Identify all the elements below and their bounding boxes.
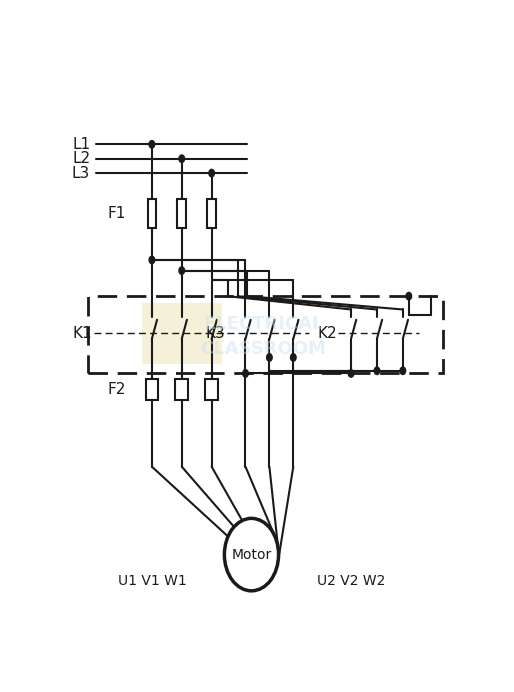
Bar xyxy=(148,199,156,228)
Circle shape xyxy=(290,354,296,361)
Text: L1: L1 xyxy=(72,137,90,152)
Bar xyxy=(205,379,218,399)
FancyBboxPatch shape xyxy=(142,302,222,365)
Circle shape xyxy=(348,370,354,377)
Circle shape xyxy=(267,354,272,361)
Bar xyxy=(207,199,216,228)
Circle shape xyxy=(243,370,248,377)
Text: U2 V2 W2: U2 V2 W2 xyxy=(317,574,386,588)
Circle shape xyxy=(406,293,412,300)
Circle shape xyxy=(179,155,185,163)
Text: Motor: Motor xyxy=(231,547,271,562)
Circle shape xyxy=(209,170,214,177)
Text: F1: F1 xyxy=(107,206,126,221)
Circle shape xyxy=(400,367,406,374)
Text: K3: K3 xyxy=(206,326,226,341)
Text: L3: L3 xyxy=(72,165,90,181)
Circle shape xyxy=(374,367,380,374)
Text: U1 V1 W1: U1 V1 W1 xyxy=(118,574,186,588)
Circle shape xyxy=(149,256,155,264)
Bar xyxy=(175,379,188,399)
Circle shape xyxy=(149,140,155,148)
Text: K1: K1 xyxy=(72,326,92,341)
Text: L2: L2 xyxy=(72,152,90,166)
Bar xyxy=(88,296,443,374)
Text: K2: K2 xyxy=(318,326,337,341)
Bar xyxy=(145,379,158,399)
Text: F2: F2 xyxy=(107,382,126,397)
Bar xyxy=(177,199,186,228)
Text: ELECTRICAL
CLASSROOM: ELECTRICAL CLASSROOM xyxy=(200,315,326,358)
Circle shape xyxy=(179,267,185,274)
